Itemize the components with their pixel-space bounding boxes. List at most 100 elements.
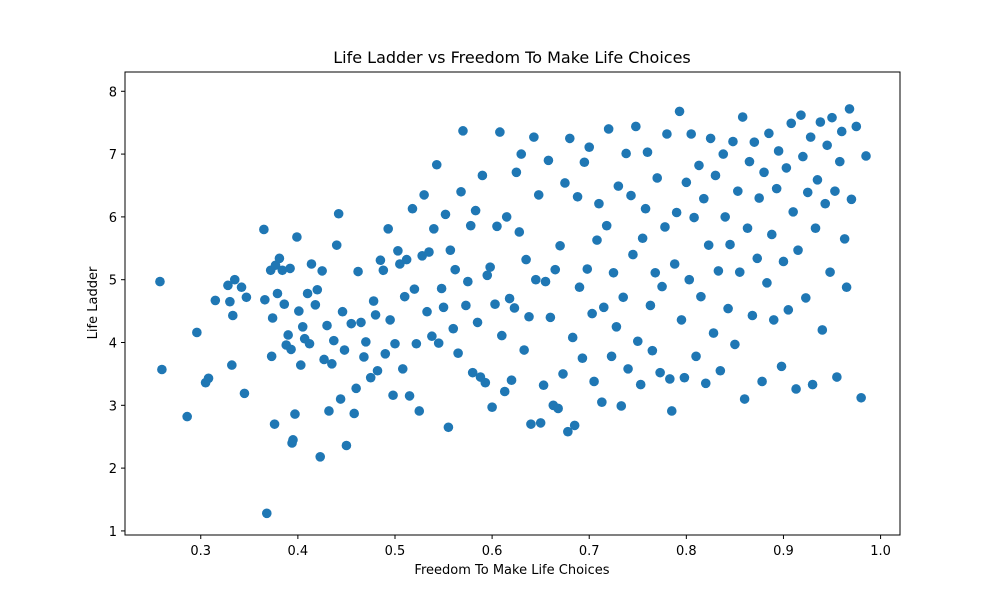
scatter-point <box>297 322 308 332</box>
scatter-point <box>315 452 326 462</box>
scatter-point <box>565 133 575 144</box>
scatter-point <box>597 397 607 407</box>
scatter-point <box>665 374 675 384</box>
scatter-point <box>504 293 515 304</box>
x-tick-label: 0.7 <box>579 544 600 559</box>
scatter-point <box>404 391 415 401</box>
scatter-point <box>467 367 478 378</box>
scatter-point <box>584 142 595 152</box>
scatter-point <box>261 508 272 519</box>
scatter-point <box>713 266 724 276</box>
scatter-point <box>351 383 361 394</box>
scatter-point <box>642 147 653 157</box>
x-axis-label: Freedom To Make Life Choices <box>414 563 609 578</box>
scatter-point <box>662 129 672 139</box>
scatter-point <box>720 212 730 222</box>
scatter-point <box>802 187 813 198</box>
scatter-point <box>485 262 495 272</box>
scatter-point <box>567 332 578 343</box>
scatter-point <box>718 149 729 159</box>
scatter-point <box>239 388 250 399</box>
scatter-point <box>725 239 735 250</box>
scatter-point <box>686 129 696 139</box>
scatter-point <box>679 372 690 383</box>
scatter-point <box>669 259 680 269</box>
scatter-point <box>495 127 505 137</box>
scatter-point <box>788 207 798 217</box>
scatter-point <box>399 291 410 302</box>
scatter-point <box>401 254 412 265</box>
scatter-point <box>511 167 522 178</box>
scatter-point <box>754 193 764 203</box>
scatter-point <box>438 302 449 313</box>
scatter-point <box>827 112 837 123</box>
scatter-point <box>482 270 493 281</box>
scatter-point <box>295 360 306 370</box>
scatter-point <box>710 170 721 181</box>
scatter-point <box>757 376 767 387</box>
scatter-point <box>699 193 709 204</box>
scatter-point <box>703 240 714 250</box>
scatter-point <box>203 373 214 384</box>
scatter-point <box>353 266 363 277</box>
scatter-point <box>521 254 531 265</box>
scatter-point <box>319 354 329 365</box>
scatter-point <box>359 352 369 362</box>
y-tick-label: 4 <box>109 337 117 352</box>
scatter-point <box>365 372 376 383</box>
scatter-point <box>339 345 350 355</box>
scatter-point <box>349 408 360 419</box>
scatter-point <box>329 335 339 346</box>
scatter-point <box>603 124 614 134</box>
scatter-point <box>579 157 590 168</box>
x-tick-label: 0.4 <box>288 544 309 559</box>
scatter-point <box>411 338 422 349</box>
scatter-point <box>306 259 317 269</box>
scatter-point <box>608 267 619 278</box>
scatter-point <box>705 133 716 144</box>
scatter-point <box>671 207 682 218</box>
scatter-point <box>440 209 451 220</box>
scatter-point <box>592 235 602 245</box>
scatter-point <box>337 306 348 317</box>
scatter-point <box>733 186 743 196</box>
scatter-point <box>304 338 315 349</box>
y-tick-label: 2 <box>109 462 117 477</box>
scatter-point <box>229 274 240 285</box>
scatter-point <box>655 367 665 378</box>
scatter-point <box>737 112 748 122</box>
scatter-point <box>560 178 570 188</box>
scatter-point <box>260 294 270 305</box>
scatter-point <box>815 117 826 127</box>
scatter-point <box>606 351 617 362</box>
scatter-point <box>846 194 857 205</box>
scatter-point <box>223 280 233 291</box>
scatter-point <box>739 394 750 404</box>
scatter-point <box>370 310 381 320</box>
scatter-point <box>409 284 420 294</box>
scatter-point <box>637 233 648 244</box>
scatter-point <box>752 253 763 264</box>
scatter-point <box>796 110 806 120</box>
scatter-point <box>317 266 327 276</box>
scatter-point <box>555 240 565 251</box>
y-tick-label: 7 <box>109 148 117 163</box>
scatter-point <box>696 291 706 302</box>
x-tick-label: 0.6 <box>482 544 503 559</box>
scatter-point <box>613 181 624 191</box>
scatter-point <box>436 283 447 294</box>
scatter-point <box>294 306 304 316</box>
scatter-point <box>286 344 296 355</box>
scatter-point <box>632 336 643 347</box>
scatter-point <box>259 224 269 235</box>
x-tick-label: 0.3 <box>190 544 211 559</box>
scatter-point <box>572 191 583 202</box>
scatter-point <box>569 420 580 431</box>
scatter-point <box>210 295 221 306</box>
scatter-point <box>798 151 808 162</box>
scatter-point <box>747 310 758 321</box>
scatter-point <box>341 440 352 451</box>
scatter-point <box>279 299 290 309</box>
scatter-point <box>422 306 432 317</box>
scatter-point <box>456 186 466 197</box>
